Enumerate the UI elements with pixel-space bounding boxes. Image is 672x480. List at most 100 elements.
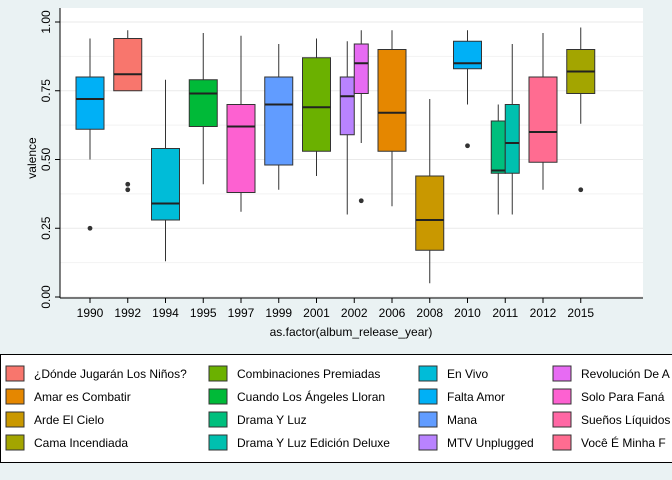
legend-label: Revolución De A [581,367,670,381]
legend-label: Sueños Líquidos [581,413,670,427]
legend-swatch [208,365,228,382]
box-body [264,76,294,166]
box-1990 [75,38,105,231]
y-axis-title: valence [25,137,39,179]
legend-swatch [5,365,25,382]
box-1992 [113,30,143,193]
x-tick-label: 2015 [567,306,594,320]
box-1997 [226,35,256,212]
legend-label: Drama Y Luz Edición Deluxe [237,436,390,450]
x-tick-label: 2006 [379,306,406,320]
y-tick-label: 0.75 [39,79,53,103]
legend-item: Cuando Los Ángeles Lloran [208,388,385,405]
x-tick-label: 2012 [530,306,557,320]
box-body [504,104,520,174]
box-body [113,38,143,92]
legend-label: Combinaciones Premiadas [237,367,380,381]
legend-item: Arde El Cielo [5,411,104,428]
legend-item: Amar es Combatir [5,388,131,405]
legend-item: Solo Para Faná [552,388,665,405]
legend-label: Você É Minha F [581,435,666,450]
outlier-point [358,198,364,204]
legend-item: Combinaciones Premiadas [208,365,380,382]
legend-item: ¿Dónde Jugarán Los Niños? [5,365,187,382]
legend-label: Mana [447,413,477,427]
legend-item: Sueños Líquidos [552,411,670,428]
x-tick-label: 2010 [454,306,481,320]
box-1994 [151,79,180,262]
legend-item: Mana [418,411,477,428]
x-tick-label: 2002 [341,306,368,320]
box-1999 [264,44,294,190]
legend-swatch [552,434,572,451]
box-2006 [377,30,407,207]
legend-label: ¿Dónde Jugarán Los Niños? [34,367,187,381]
legend-swatch [5,434,25,451]
legend-swatch [552,365,572,382]
box-2002-a [339,41,355,215]
box-body [353,43,369,94]
x-tick-label: 1994 [152,306,179,320]
outlier-point [125,181,131,187]
box-2001 [302,38,331,176]
legend-item: Drama Y Luz [208,411,307,428]
legend-swatch [208,434,228,451]
box-2011-b [504,44,520,215]
legend-item: MTV Unplugged [418,434,534,451]
legend-label: Amar es Combatir [34,390,131,404]
legend-label: MTV Unplugged [447,436,534,450]
legend-swatch [418,411,438,428]
x-tick-label: 1990 [77,306,104,320]
x-axis-title: as.factor(album_release_year) [270,325,433,339]
box-2010 [453,30,482,149]
legend-item: Revolución De A [552,365,670,382]
outlier-point [87,225,93,231]
x-tick-label: 1992 [114,306,141,320]
box-body [226,104,256,193]
box-body [188,79,218,127]
box-body [377,49,407,152]
legend-swatch [552,388,572,405]
legend-item: En Vivo [418,365,488,382]
box-2012 [528,33,558,190]
legend: ¿Dónde Jugarán Los Niños? Amar es Combati… [0,354,672,463]
boxes-layer [75,27,596,284]
legend-label: En Vivo [447,367,488,381]
box-body [75,76,105,130]
legend-swatch [418,365,438,382]
legend-label: Cama Incendiada [34,436,128,450]
legend-item: Você É Minha F [552,434,666,451]
x-tick-label: 1999 [265,306,292,320]
box-body [415,175,445,251]
box-body [453,40,482,70]
box-body [339,76,355,136]
legend-label: Falta Amor [447,390,505,404]
legend-item: Cama Incendiada [5,434,128,451]
outlier-point [578,187,584,193]
x-tick-label: 2008 [416,306,443,320]
box-2002-b [353,30,369,204]
legend-swatch [552,411,572,428]
legend-swatch [208,388,228,405]
legend-item: Drama Y Luz Edición Deluxe [208,434,390,451]
legend-label: Drama Y Luz [237,413,307,427]
legend-item: Falta Amor [418,388,505,405]
outlier-point [125,187,131,193]
y-tick-label: 0.25 [39,216,53,240]
legend-swatch [5,388,25,405]
legend-swatch [418,388,438,405]
box-1995 [188,33,218,185]
x-tick-label: 1997 [228,306,255,320]
box-body [528,76,558,163]
y-tick-label: 0.00 [39,285,53,309]
legend-label: Solo Para Faná [581,390,665,404]
legend-label: Cuando Los Ángeles Lloran [237,389,385,404]
outlier-point [465,143,470,149]
legend-swatch [208,411,228,428]
x-tick-label: 1995 [190,306,217,320]
box-2008 [415,99,445,284]
box-body [151,148,180,221]
legend-swatch [5,411,25,428]
x-tick-label: 2011 [492,306,518,320]
